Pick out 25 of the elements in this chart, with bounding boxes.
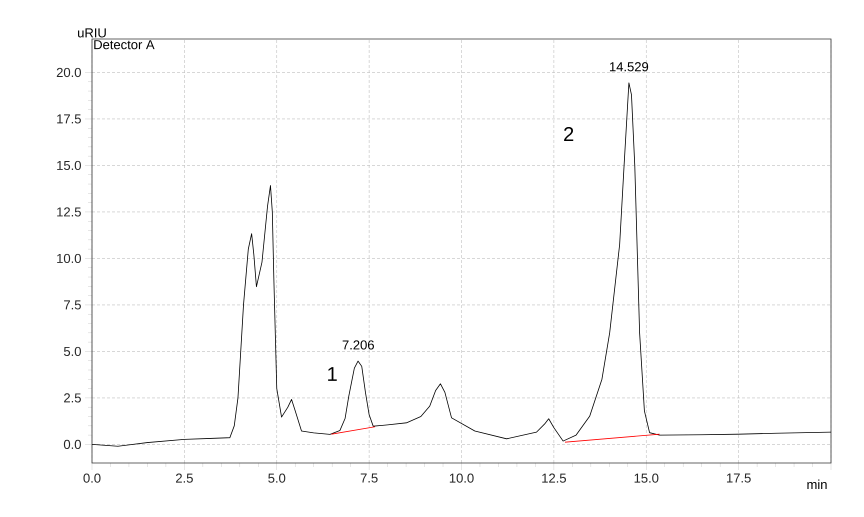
y-tick-label: 15.0 [57, 160, 81, 170]
y-tick-label: 17.5 [57, 114, 81, 124]
x-tick-label: 2.5 [176, 474, 193, 483]
x-tick-label: 10.0 [450, 474, 474, 483]
line-series [92, 82, 832, 447]
y-tick-label: 10.0 [57, 254, 81, 264]
annotation: 14.529 [610, 62, 648, 72]
x-axis-title: min [807, 480, 827, 489]
annotation: Detector A [94, 40, 155, 50]
annotation: 7.206 [342, 340, 374, 350]
y-tick-label: 0.0 [64, 440, 81, 450]
x-tick-label: 5.0 [268, 474, 286, 483]
y-tick-label: 7.5 [64, 300, 81, 310]
y-tick-label: 5.0 [64, 346, 81, 356]
x-tick-label: 17.5 [726, 474, 751, 483]
x-tick-label: 12.5 [542, 474, 566, 483]
x-tick-label: 7.5 [360, 474, 378, 483]
y-tick-label: 12.5 [57, 207, 81, 217]
annotation: 1 [328, 367, 337, 381]
x-tick-label: 15.0 [634, 474, 658, 483]
x-tick-label: 0.0 [83, 474, 101, 483]
annotation: 2 [564, 126, 574, 141]
y-tick-label: 20.0 [56, 68, 81, 78]
y-axis-title: uRIU [78, 28, 106, 38]
y-tick-label: 2.5 [64, 393, 81, 403]
